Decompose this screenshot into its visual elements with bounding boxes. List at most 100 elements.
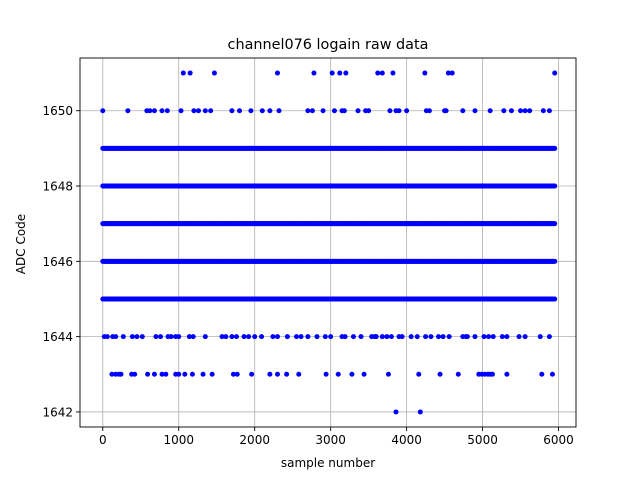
data-points — [100, 70, 558, 415]
data-point — [189, 371, 195, 377]
data-point — [328, 334, 334, 340]
data-point — [219, 334, 225, 340]
data-point — [109, 371, 115, 377]
data-point — [428, 334, 434, 340]
data-point — [229, 334, 235, 340]
data-point — [331, 108, 337, 114]
data-point — [252, 334, 258, 340]
data-point — [337, 70, 343, 76]
data-point — [552, 183, 558, 189]
data-point — [164, 108, 170, 114]
data-point — [437, 371, 443, 377]
data-point — [552, 145, 558, 151]
data-point — [211, 70, 217, 76]
data-point — [309, 108, 315, 114]
data-point — [223, 334, 229, 340]
data-point — [518, 108, 524, 114]
y-tick-label: 1642 — [42, 405, 73, 419]
data-point — [329, 70, 335, 76]
data-point — [276, 108, 282, 114]
data-point — [296, 371, 302, 377]
data-point — [202, 108, 208, 114]
x-tick-label: 2000 — [239, 433, 270, 447]
y-tick-label: 1644 — [42, 330, 73, 344]
data-point — [132, 371, 138, 377]
data-point — [186, 334, 192, 340]
data-point — [151, 108, 157, 114]
data-point — [248, 108, 254, 114]
data-point — [153, 334, 159, 340]
data-point — [440, 334, 446, 340]
data-point — [527, 108, 533, 114]
data-point — [379, 334, 385, 340]
data-point — [537, 334, 543, 340]
data-point — [284, 371, 290, 377]
data-point — [490, 334, 496, 340]
data-point — [408, 334, 414, 340]
data-point — [379, 70, 385, 76]
data-point — [176, 371, 182, 377]
data-point — [305, 108, 311, 114]
data-point — [267, 371, 273, 377]
data-point — [129, 334, 135, 340]
data-point — [104, 334, 110, 340]
data-point — [341, 108, 347, 114]
data-point — [443, 108, 449, 114]
data-point — [274, 70, 280, 76]
data-point — [358, 334, 364, 340]
data-point — [549, 371, 555, 377]
grid-lines — [80, 58, 576, 427]
data-point — [191, 108, 197, 114]
data-point — [120, 334, 126, 340]
data-point — [460, 108, 466, 114]
data-point — [200, 371, 206, 377]
data-point — [355, 108, 361, 114]
data-point — [159, 371, 165, 377]
data-point — [350, 334, 356, 340]
x-tick-label: 4000 — [391, 433, 422, 447]
data-point — [375, 70, 381, 76]
data-point — [259, 334, 265, 340]
data-point — [187, 70, 193, 76]
data-point — [335, 371, 341, 377]
data-point — [552, 296, 558, 302]
y-tick-label: 1646 — [42, 255, 73, 269]
data-point — [445, 70, 451, 76]
data-point — [504, 371, 510, 377]
data-point — [464, 334, 470, 340]
data-point — [190, 334, 196, 340]
data-point — [305, 334, 311, 340]
data-point — [446, 334, 452, 340]
data-point — [293, 334, 299, 340]
y-tick-label: 1650 — [42, 104, 73, 118]
data-point — [361, 371, 367, 377]
data-point — [176, 334, 182, 340]
data-point — [472, 334, 478, 340]
data-point — [552, 258, 558, 264]
data-point — [486, 334, 492, 340]
data-point — [387, 108, 393, 114]
data-point — [145, 371, 151, 377]
data-point — [416, 371, 422, 377]
data-point — [113, 334, 119, 340]
data-point — [546, 108, 552, 114]
data-point — [209, 371, 215, 377]
data-point — [393, 409, 399, 415]
data-point — [322, 334, 328, 340]
data-point — [182, 371, 188, 377]
data-point — [323, 371, 329, 377]
data-point — [546, 334, 552, 340]
data-point — [125, 108, 131, 114]
data-point — [539, 371, 545, 377]
data-point — [384, 334, 390, 340]
data-point — [399, 334, 405, 340]
data-point — [508, 108, 514, 114]
data-point — [404, 108, 410, 114]
data-point — [159, 108, 165, 114]
data-point — [233, 334, 239, 340]
data-point — [311, 70, 317, 76]
data-point — [481, 334, 487, 340]
data-point — [139, 334, 145, 340]
data-point — [417, 409, 423, 415]
data-point — [516, 334, 522, 340]
